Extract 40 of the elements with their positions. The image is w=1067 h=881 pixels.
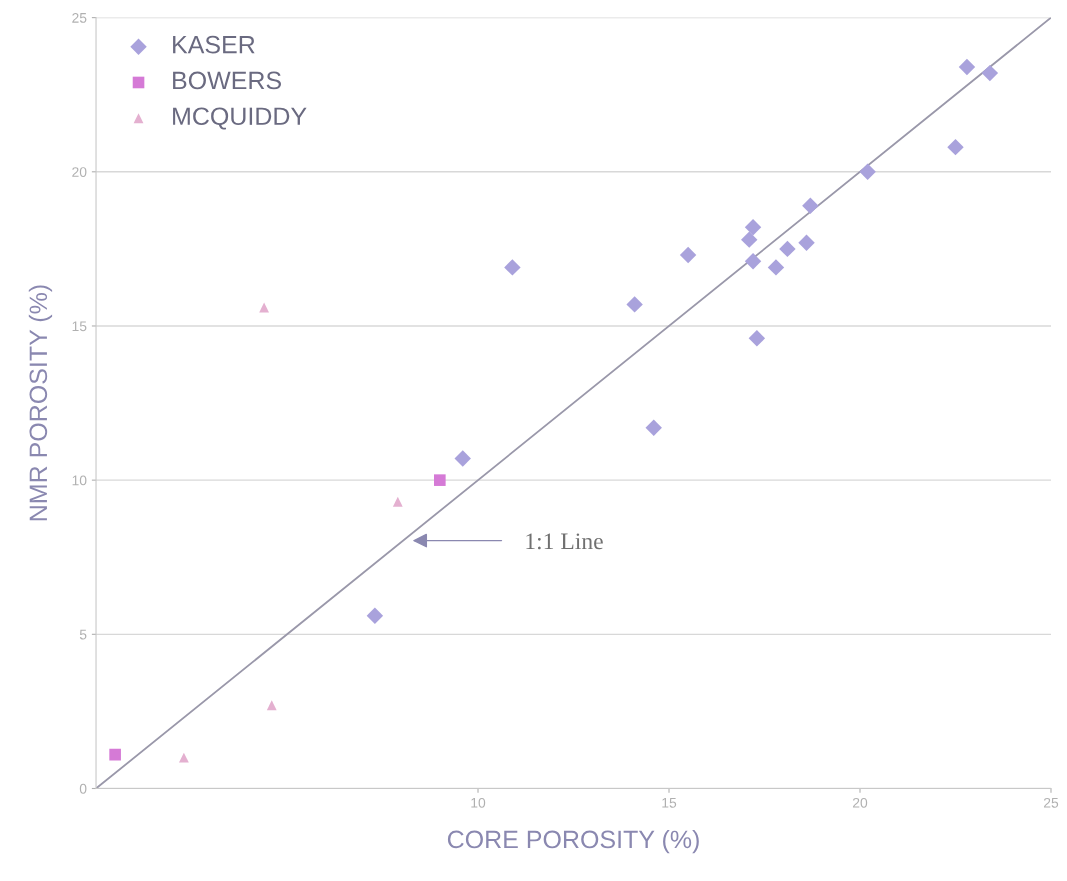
y-tick-label: 10 xyxy=(72,475,87,486)
x-tick-label: 10 xyxy=(471,797,486,808)
point xyxy=(947,138,964,156)
point xyxy=(958,58,976,76)
y-tick-label: 15 xyxy=(72,321,87,332)
y-axis-title: NMR POROSITY (%) xyxy=(28,285,53,521)
point xyxy=(392,496,403,507)
point xyxy=(434,474,446,486)
point xyxy=(779,240,796,258)
point xyxy=(679,246,697,264)
point xyxy=(802,197,819,214)
x-tick-label: 20 xyxy=(852,797,868,808)
point xyxy=(748,330,766,347)
point xyxy=(859,163,876,181)
point xyxy=(366,607,384,625)
legend-label: MCQUIDDY xyxy=(173,107,307,130)
point xyxy=(626,296,643,313)
y-tick-label: 20 xyxy=(72,167,87,177)
point xyxy=(454,450,471,467)
x-axis-title: CORE POROSITY (%) xyxy=(447,829,699,854)
legend-label: KASER xyxy=(173,35,255,54)
point xyxy=(178,752,189,763)
point xyxy=(741,231,758,248)
x-tick-label: 15 xyxy=(662,798,677,808)
point xyxy=(744,219,762,236)
legend-label: BOWERS xyxy=(173,71,281,90)
point xyxy=(266,700,277,711)
point xyxy=(981,64,999,82)
y-tick-label: 5 xyxy=(79,629,87,640)
point xyxy=(259,302,270,313)
x-tick-label: 25 xyxy=(1043,797,1059,808)
point xyxy=(504,259,521,276)
point xyxy=(767,259,785,276)
point xyxy=(109,748,121,761)
point xyxy=(798,234,815,251)
point xyxy=(645,419,662,436)
annotation: 1:1 Line xyxy=(526,533,603,550)
y-tick-label: 25 xyxy=(72,12,87,23)
y-tick-label: 0 xyxy=(79,783,87,794)
point xyxy=(744,253,762,270)
